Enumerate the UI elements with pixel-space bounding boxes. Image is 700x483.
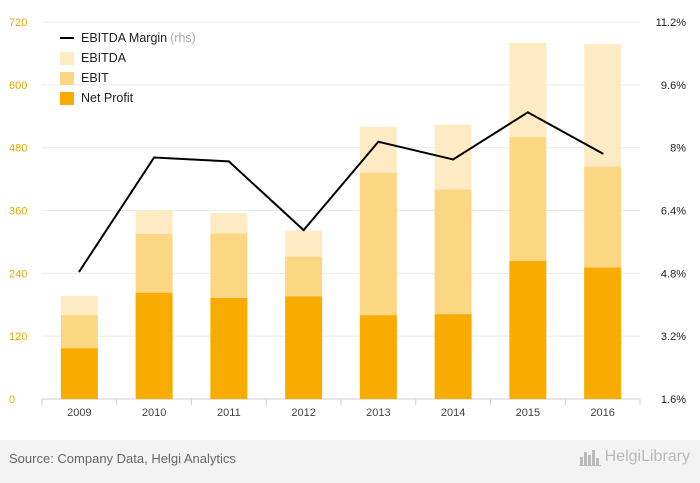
brand-name: HelgiLibrary: [604, 448, 690, 465]
point-ebitda-margin: [377, 140, 380, 143]
chart-svg: 0 120 240 360 480 600 720 1.6% 3.2% 4.8% 6.4% 8% 9.6…: [9, 17, 687, 419]
right-axis-tick-label: 1.6%: [661, 394, 686, 406]
footer: Source: Company Data, Helgi Analytics He…: [0, 440, 700, 483]
legend-item-ebitda[interactable]: EBITDA: [60, 48, 196, 68]
point-ebitda-margin: [526, 111, 529, 114]
left-axis-tick-label: 0: [9, 394, 15, 406]
bar-ebit: [210, 233, 248, 298]
legend-rhs-suffix: (rhs): [170, 31, 196, 45]
source-note: Source: Company Data, Helgi Analytics: [9, 451, 236, 466]
bar-net-profit: [60, 348, 98, 399]
bar-ebit: [509, 137, 547, 261]
bar-net-profit: [135, 292, 173, 399]
bar-ebit: [135, 234, 173, 293]
bar-ebitda: [210, 213, 248, 234]
legend-line-swatch: [60, 37, 74, 39]
x-axis-tick-label: 2016: [590, 407, 614, 419]
legend-item-margin[interactable]: EBITDA Margin (rhs): [60, 28, 196, 48]
line-ebitda-margin: [78, 111, 604, 272]
x-axis-tick-label: 2009: [67, 407, 91, 419]
left-axis-tick-label: 360: [9, 206, 27, 218]
right-axis-tick-label: 11.2%: [656, 17, 687, 29]
right-axis-tick-label: 9.6%: [661, 80, 686, 92]
right-axis-tick-label: 4.8%: [661, 268, 686, 280]
left-axis-tick-label: 120: [9, 331, 27, 343]
point-ebitda-margin: [78, 270, 81, 273]
point-ebitda-margin: [302, 229, 305, 232]
right-axis-tick-label: 3.2%: [661, 331, 686, 343]
chart-panel: 0 120 240 360 480 600 720 1.6% 3.2% 4.8% 6.4% 8% 9.6…: [0, 0, 700, 440]
point-ebitda-margin: [227, 160, 230, 163]
point-ebitda-margin: [153, 156, 156, 159]
bar-ebitda: [584, 43, 622, 167]
legend-label-ebitda: EBITDA: [81, 51, 127, 65]
bar-net-profit: [359, 315, 397, 399]
bar-net-profit: [285, 296, 323, 399]
left-axis-tick-label: 720: [9, 17, 27, 29]
legend: EBITDA Margin (rhs) EBITDA EBIT Net Prof…: [60, 28, 196, 108]
legend-item-ebit[interactable]: EBIT: [60, 68, 196, 88]
x-axis-tick-label: 2015: [516, 407, 540, 419]
right-axis-tick-label: 8%: [670, 143, 686, 155]
legend-label-margin: EBITDA Margin: [81, 31, 168, 45]
bar-ebit: [359, 172, 397, 316]
bar-net-profit: [509, 260, 547, 399]
bar-ebit: [434, 189, 472, 315]
bar-ebitda: [135, 210, 173, 235]
left-axis-tick-label: 600: [9, 80, 27, 92]
x-axis-tick-label: 2010: [142, 407, 166, 419]
city-skyline-icon: [578, 450, 601, 466]
legend-swatch-ebit: [60, 71, 74, 85]
point-ebitda-margin: [601, 152, 604, 155]
bar-net-profit: [584, 267, 622, 399]
brand-logo[interactable]: HelgiLibrary: [578, 448, 690, 466]
bar-ebitda: [60, 295, 98, 316]
bar-ebit: [285, 256, 323, 297]
left-axis-tick-label: 480: [9, 143, 27, 155]
bar-ebit: [60, 315, 98, 349]
x-axis-tick-label: 2013: [366, 407, 390, 419]
bar-ebitda: [285, 230, 323, 257]
x-axis-tick-label: 2014: [441, 407, 465, 419]
x-axis-tick-label: 2011: [217, 407, 241, 419]
legend-label-net-profit: Net Profit: [81, 91, 134, 105]
bar-net-profit: [434, 314, 472, 399]
bar-ebitda: [509, 42, 547, 138]
bar-ebitda: [359, 126, 397, 173]
x-axis-tick-label: 2012: [291, 407, 315, 419]
legend-swatch-ebitda: [60, 51, 74, 65]
legend-item-net-profit[interactable]: Net Profit: [60, 88, 196, 108]
bar-net-profit: [210, 297, 248, 399]
right-axis-tick-label: 6.4%: [661, 206, 686, 218]
legend-label-ebit: EBIT: [81, 71, 109, 85]
point-ebitda-margin: [452, 158, 455, 161]
left-axis-tick-label: 240: [9, 268, 27, 280]
legend-swatch-net-profit: [60, 91, 74, 105]
bar-ebit: [584, 166, 622, 268]
